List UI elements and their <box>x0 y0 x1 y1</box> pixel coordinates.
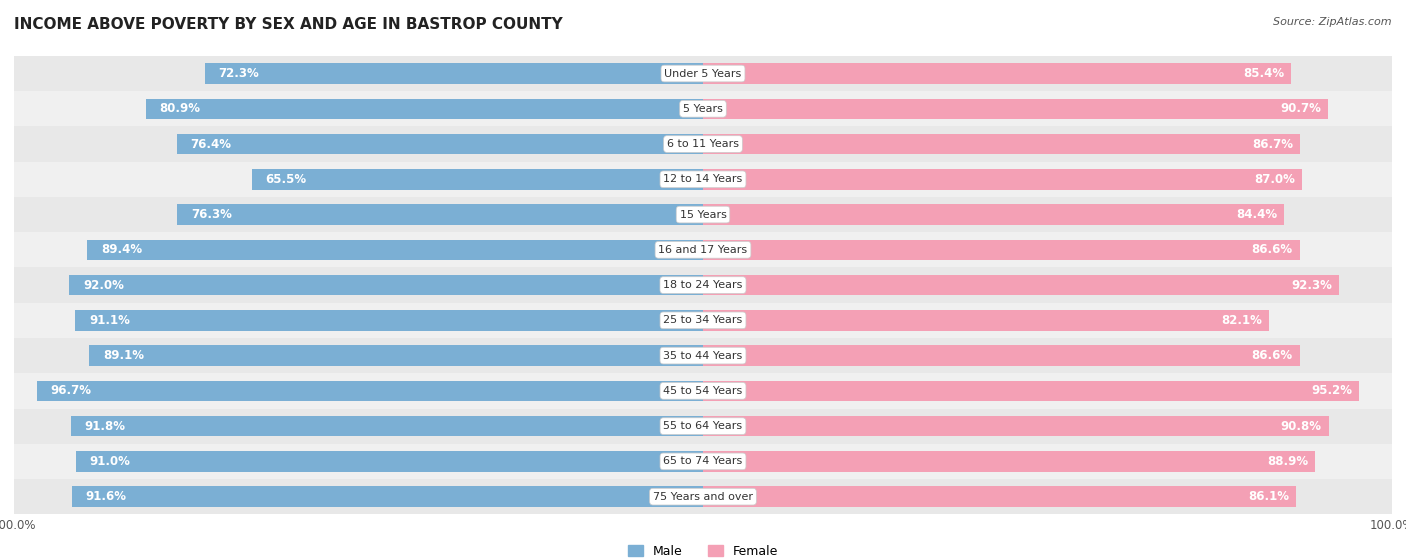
Text: 65.5%: 65.5% <box>266 173 307 186</box>
Text: 85.4%: 85.4% <box>1243 67 1285 80</box>
Bar <box>703 205 1285 225</box>
Text: Under 5 Years: Under 5 Years <box>665 69 741 78</box>
Text: 65 to 74 Years: 65 to 74 Years <box>664 456 742 466</box>
Text: 5 Years: 5 Years <box>683 104 723 114</box>
Text: 88.9%: 88.9% <box>1267 455 1309 468</box>
Text: 84.4%: 84.4% <box>1236 208 1278 221</box>
Text: Source: ZipAtlas.com: Source: ZipAtlas.com <box>1274 17 1392 27</box>
Text: 16 and 17 Years: 16 and 17 Years <box>658 245 748 255</box>
Text: 82.1%: 82.1% <box>1220 314 1261 327</box>
Text: 87.0%: 87.0% <box>1254 173 1295 186</box>
Bar <box>76 451 703 472</box>
Bar <box>72 486 703 507</box>
Text: 91.0%: 91.0% <box>90 455 131 468</box>
Bar <box>703 381 1358 401</box>
Bar <box>14 409 1392 444</box>
Text: 91.6%: 91.6% <box>86 490 127 503</box>
Bar <box>146 98 703 119</box>
Bar <box>703 63 1291 84</box>
Bar <box>70 416 703 437</box>
Bar <box>703 275 1339 295</box>
Bar <box>14 162 1392 197</box>
Text: 25 to 34 Years: 25 to 34 Years <box>664 315 742 325</box>
Bar <box>703 169 1302 190</box>
Text: 55 to 64 Years: 55 to 64 Years <box>664 421 742 431</box>
Bar <box>14 126 1392 162</box>
Text: 86.6%: 86.6% <box>1251 349 1292 362</box>
Text: 90.7%: 90.7% <box>1279 102 1322 115</box>
Text: 89.1%: 89.1% <box>103 349 143 362</box>
Bar <box>14 479 1392 514</box>
Bar <box>703 345 1299 366</box>
Text: 35 to 44 Years: 35 to 44 Years <box>664 350 742 361</box>
Text: 96.7%: 96.7% <box>51 385 91 397</box>
Bar <box>703 451 1316 472</box>
Bar <box>252 169 703 190</box>
Bar <box>177 134 703 154</box>
Text: 90.8%: 90.8% <box>1281 420 1322 433</box>
Bar <box>14 91 1392 126</box>
Text: 6 to 11 Years: 6 to 11 Years <box>666 139 740 149</box>
Text: 18 to 24 Years: 18 to 24 Years <box>664 280 742 290</box>
Text: 92.0%: 92.0% <box>83 278 124 292</box>
Bar <box>703 486 1296 507</box>
Bar <box>14 267 1392 303</box>
Bar <box>14 338 1392 373</box>
Text: 72.3%: 72.3% <box>219 67 260 80</box>
Bar <box>14 56 1392 91</box>
Text: 89.4%: 89.4% <box>101 243 142 257</box>
Text: 92.3%: 92.3% <box>1291 278 1331 292</box>
Bar <box>14 303 1392 338</box>
Text: 76.3%: 76.3% <box>191 208 232 221</box>
Text: 80.9%: 80.9% <box>159 102 201 115</box>
Text: 86.7%: 86.7% <box>1253 138 1294 150</box>
Text: 12 to 14 Years: 12 to 14 Years <box>664 174 742 184</box>
Text: 45 to 54 Years: 45 to 54 Years <box>664 386 742 396</box>
Bar <box>703 134 1301 154</box>
Text: 15 Years: 15 Years <box>679 210 727 220</box>
Bar <box>89 345 703 366</box>
Text: 75 Years and over: 75 Years and over <box>652 492 754 501</box>
Bar <box>37 381 703 401</box>
Bar <box>703 240 1299 260</box>
Text: 86.6%: 86.6% <box>1251 243 1292 257</box>
Text: 86.1%: 86.1% <box>1249 490 1289 503</box>
Bar <box>69 275 703 295</box>
Bar <box>703 416 1329 437</box>
Bar <box>76 310 703 330</box>
Bar <box>703 310 1268 330</box>
Bar <box>703 98 1327 119</box>
Bar <box>87 240 703 260</box>
Bar <box>14 373 1392 409</box>
Bar <box>14 232 1392 267</box>
Text: 95.2%: 95.2% <box>1310 385 1353 397</box>
Text: 76.4%: 76.4% <box>190 138 232 150</box>
Text: 91.1%: 91.1% <box>89 314 129 327</box>
Bar <box>14 197 1392 232</box>
Bar <box>205 63 703 84</box>
Bar <box>177 205 703 225</box>
Legend: Male, Female: Male, Female <box>623 540 783 559</box>
Bar <box>14 444 1392 479</box>
Text: 91.8%: 91.8% <box>84 420 125 433</box>
Text: INCOME ABOVE POVERTY BY SEX AND AGE IN BASTROP COUNTY: INCOME ABOVE POVERTY BY SEX AND AGE IN B… <box>14 17 562 32</box>
